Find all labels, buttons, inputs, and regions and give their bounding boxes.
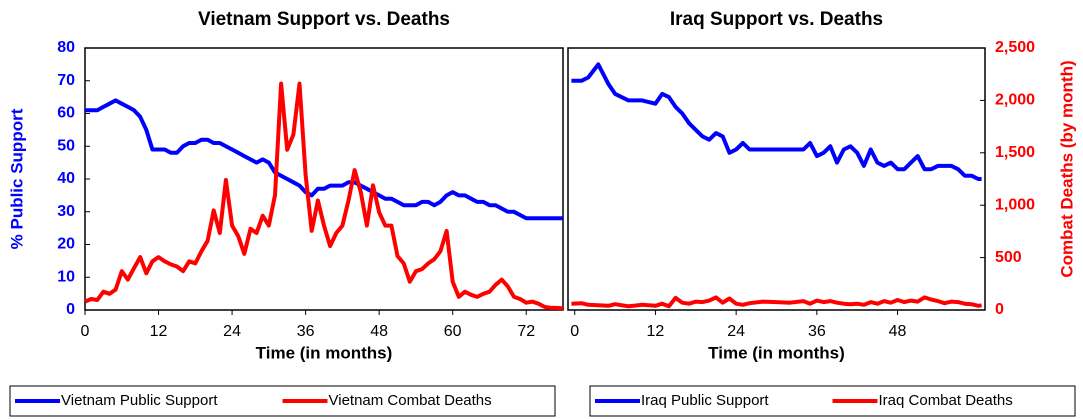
x-tick-label: 0 [81, 323, 90, 340]
y-axis-label: % Public Support [7, 108, 26, 249]
x-tick-label: 36 [808, 323, 826, 340]
y-tick-label: 60 [57, 105, 75, 122]
y-tick-label: 10 [57, 268, 75, 285]
y2-tick-label: 0 [995, 301, 1004, 318]
x-tick-label: 48 [370, 323, 388, 340]
plot-frame [84, 47, 564, 311]
y2-axis-label: Combat Deaths (by month) [1057, 60, 1076, 277]
y-tick-label: 70 [57, 72, 75, 89]
y2-tick-label: 500 [995, 249, 1022, 266]
y-tick-label: 80 [57, 39, 75, 56]
y2-tick-label: 1,000 [995, 196, 1035, 213]
data-line [571, 62, 982, 181]
x-tick-label: 48 [889, 323, 907, 340]
y-tick-label: 30 [57, 203, 75, 220]
y-tick-label: 40 [57, 170, 75, 187]
x-axis-label: Time (in months) [256, 343, 393, 362]
x-tick-label: 60 [444, 323, 462, 340]
x-tick-label: 12 [647, 323, 665, 340]
x-tick-label: 24 [727, 323, 745, 340]
chart-title: Vietnam Support vs. Deaths [198, 9, 450, 30]
x-tick-label: 24 [223, 323, 241, 340]
x-tick-label: 36 [297, 323, 315, 340]
data-line [571, 295, 982, 309]
x-tick-label: 72 [517, 323, 535, 340]
y2-tick-label: 2,500 [995, 39, 1035, 56]
legend-label: Iraq Public Support [641, 392, 769, 409]
y-tick-label: 20 [57, 236, 75, 253]
legend-label: Iraq Combat Deaths [879, 392, 1013, 409]
legend-label: Vietnam Public Support [61, 392, 218, 409]
y2-tick-label: 1,500 [995, 144, 1035, 161]
x-axis-label: Time (in months) [708, 343, 845, 362]
chart-title: Iraq Support vs. Deaths [670, 9, 883, 30]
x-tick-label: 0 [570, 323, 579, 340]
data-line [85, 98, 563, 221]
y-tick-label: 0 [66, 301, 75, 318]
legend-label: Vietnam Combat Deaths [329, 392, 492, 409]
plot-frame [567, 47, 986, 311]
y-tick-label: 50 [57, 137, 75, 154]
x-tick-label: 12 [150, 323, 168, 340]
y2-tick-label: 2,000 [995, 92, 1035, 109]
data-line [84, 81, 564, 311]
